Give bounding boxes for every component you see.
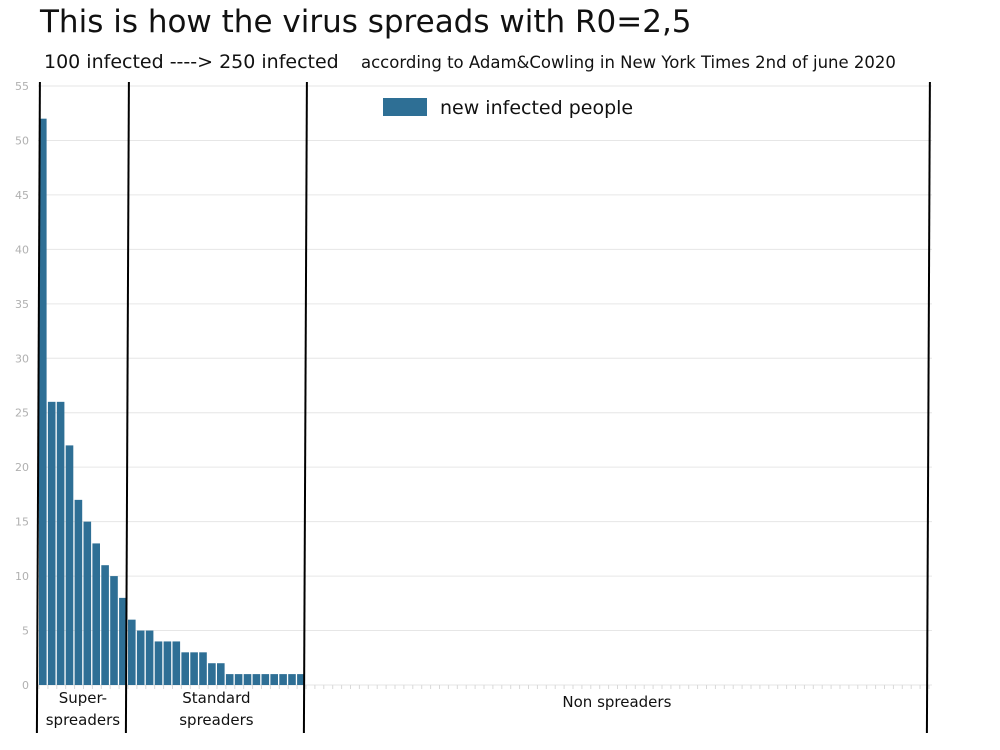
- bar: [270, 674, 278, 685]
- chart-subtitle: 100 infected ----> 250 infected: [44, 51, 339, 73]
- bar: [217, 663, 225, 685]
- y-tick-label: 35: [15, 298, 29, 311]
- bar: [65, 445, 74, 685]
- bar: [101, 565, 109, 685]
- group-label: Super-: [59, 689, 107, 707]
- bar: [128, 619, 136, 685]
- bar: [110, 576, 118, 685]
- bar: [190, 652, 198, 685]
- y-tick-label: 40: [15, 243, 29, 256]
- bar: [92, 543, 100, 685]
- group-label: Standard: [182, 689, 250, 707]
- y-axis-ticks: 0 5 10 15 20 25 30 35 40 45 50 55: [15, 80, 29, 692]
- group-dividers: [35, 81, 931, 734]
- group-label: spreaders: [179, 711, 254, 729]
- bar: [154, 641, 163, 685]
- y-tick-label: 10: [15, 570, 29, 583]
- gridlines: [38, 85, 932, 686]
- bar: [172, 641, 181, 685]
- bar: [119, 597, 127, 685]
- bar: [297, 674, 305, 685]
- y-tick-label: 45: [15, 189, 29, 202]
- bar: [288, 674, 296, 685]
- bar: [234, 674, 243, 685]
- group-divider: [302, 81, 308, 734]
- bar: [279, 674, 287, 685]
- bar: [74, 499, 83, 685]
- group-divider: [35, 81, 41, 734]
- group-divider: [925, 81, 931, 734]
- legend: new infected people: [383, 97, 633, 119]
- bar: [208, 663, 216, 685]
- group-labels: Super-spreaders Standard spreaders Non spre…: [46, 689, 672, 729]
- bar: [181, 652, 189, 685]
- group-label: Non spreaders: [562, 693, 671, 711]
- y-tick-label: 15: [15, 516, 29, 529]
- bar: [252, 674, 261, 685]
- bar: [261, 674, 270, 685]
- x-axis-ticks: [38, 685, 930, 689]
- bar: [225, 674, 234, 685]
- legend-swatch: [383, 98, 427, 116]
- y-tick-label: 55: [15, 80, 29, 93]
- bar: [243, 674, 252, 685]
- y-tick-label: 25: [15, 407, 29, 420]
- bar: [39, 118, 47, 685]
- bar: [47, 401, 56, 685]
- legend-label: new infected people: [440, 97, 633, 119]
- bar: [56, 401, 65, 685]
- chart-title: This is how the virus spreads with R0=2,…: [40, 4, 692, 40]
- bar: [163, 641, 172, 685]
- y-tick-label: 50: [15, 134, 29, 147]
- bar: [145, 630, 154, 685]
- bar: [83, 521, 92, 685]
- bar: [199, 652, 207, 685]
- y-tick-label: 0: [22, 679, 29, 692]
- bar-series: [39, 118, 305, 685]
- chart-source-note: according to Adam&Cowling in New York Ti…: [361, 53, 896, 72]
- group-divider: [124, 81, 130, 734]
- y-tick-label: 20: [15, 461, 29, 474]
- bar: [136, 630, 145, 685]
- group-label: spreaders: [46, 711, 121, 729]
- y-tick-label: 5: [22, 625, 29, 638]
- y-tick-label: 30: [15, 352, 29, 365]
